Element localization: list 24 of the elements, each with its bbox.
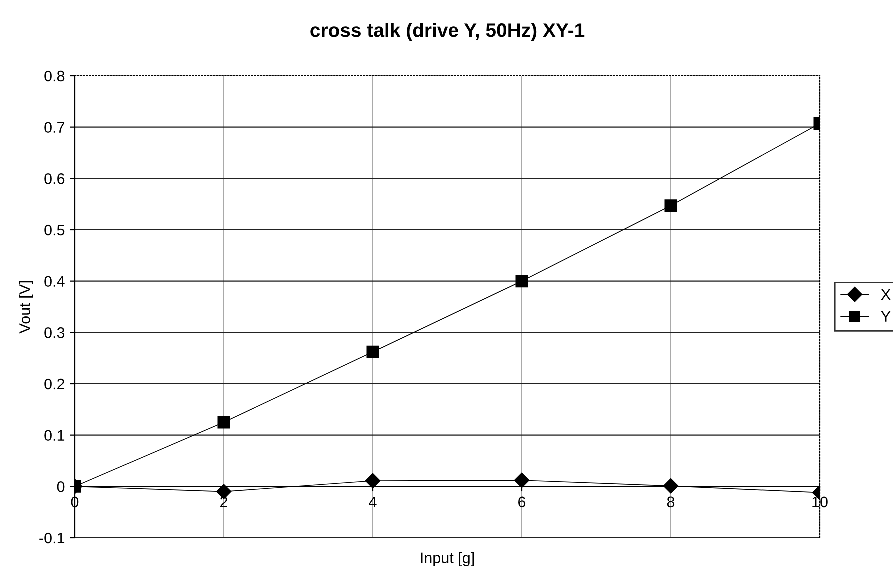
x-tick-label: 8 — [667, 496, 675, 508]
point — [516, 275, 528, 288]
chart-title: cross talk (drive Y, 50Hz) XY-1 — [310, 23, 585, 42]
x-axis-title: Input [g] — [421, 552, 474, 567]
y-tick-label: 0.7 — [44, 122, 65, 134]
y-tick-label: 0.1 — [44, 430, 65, 442]
y-tick-label: 0.2 — [44, 378, 65, 390]
legend-label: X — [881, 290, 891, 300]
x-tick-label: 4 — [369, 496, 377, 508]
y-axis-title: Vout [V] — [19, 281, 34, 334]
y-tick-label: 0.3 — [44, 328, 65, 338]
point — [365, 473, 381, 489]
point — [366, 346, 380, 358]
x-tick-label: 10 — [812, 496, 828, 508]
y-tick-label: 0.8 — [44, 70, 65, 82]
x-tick-label: 6 — [518, 496, 526, 508]
point — [218, 416, 230, 429]
y-tick-label: 0 — [57, 482, 65, 492]
legend-label: Y — [881, 311, 891, 322]
y-tick-label: 0.6 — [44, 174, 65, 184]
point — [514, 472, 530, 488]
y-tick-label: -0.1 — [40, 532, 65, 544]
y-tick-label: 0.5 — [44, 224, 65, 236]
y-tick-label: 0.4 — [44, 276, 65, 288]
